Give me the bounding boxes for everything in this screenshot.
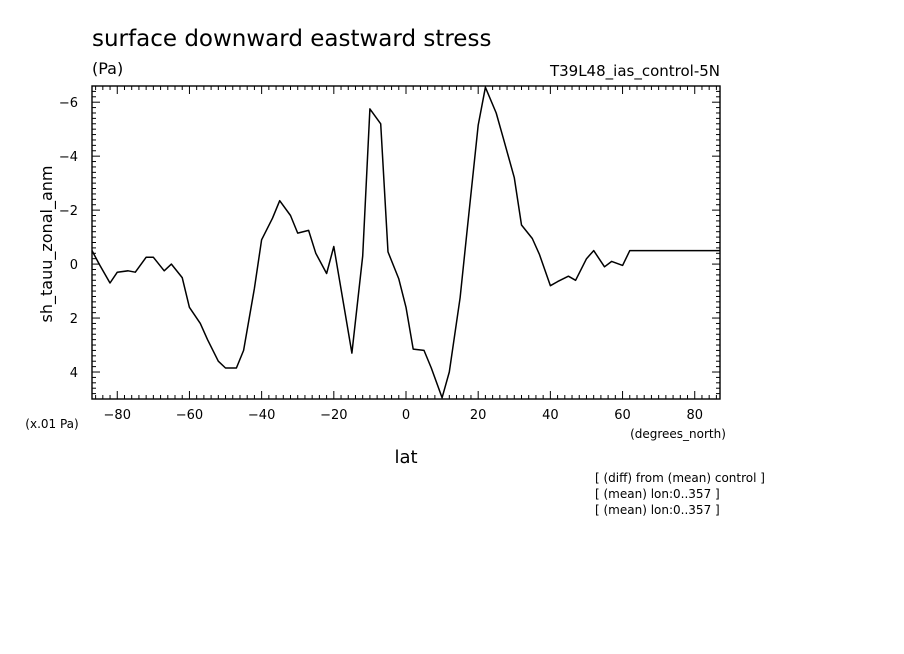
y-tick-label: −4	[59, 150, 78, 165]
chart-title: surface downward eastward stress	[92, 26, 491, 52]
series-group	[91, 86, 720, 399]
x-tick-label: −20	[320, 408, 347, 423]
y-tick-label: 2	[70, 312, 78, 327]
y-tick-label: 4	[70, 366, 78, 381]
x-tick-label: 20	[470, 408, 487, 423]
note-mean-lon-2: [ (mean) lon:0..357 ]	[595, 503, 720, 517]
x-tick-label: 60	[614, 408, 631, 423]
note-mean-lon-1: [ (mean) lon:0..357 ]	[595, 487, 720, 501]
note-diff: [ (diff) from (mean) control ]	[595, 471, 765, 485]
plot-frame	[91, 85, 721, 400]
series-line	[91, 86, 720, 399]
axis-ticks	[92, 86, 720, 399]
x-tick-label: 80	[686, 408, 703, 423]
y-tick-label: −2	[59, 204, 78, 219]
y-tick-label: 0	[70, 258, 78, 273]
x-tick-label: −40	[248, 408, 275, 423]
x-tick-label: −80	[104, 408, 131, 423]
run-label: T39L48_ias_control-5N	[549, 62, 720, 81]
y-axis-label: sh_tauu_zonal_anm	[37, 166, 57, 323]
x-axis-label: lat	[394, 447, 417, 468]
x-tick-label: −60	[176, 408, 203, 423]
y-tick-label: −6	[59, 96, 78, 111]
x-tick-label: 0	[402, 408, 410, 423]
y-scale-note: (x.01 Pa)	[25, 417, 78, 431]
chart-units: (Pa)	[92, 59, 123, 78]
x-tick-label: 40	[542, 408, 559, 423]
x-axis-units: (degrees_north)	[630, 427, 726, 441]
